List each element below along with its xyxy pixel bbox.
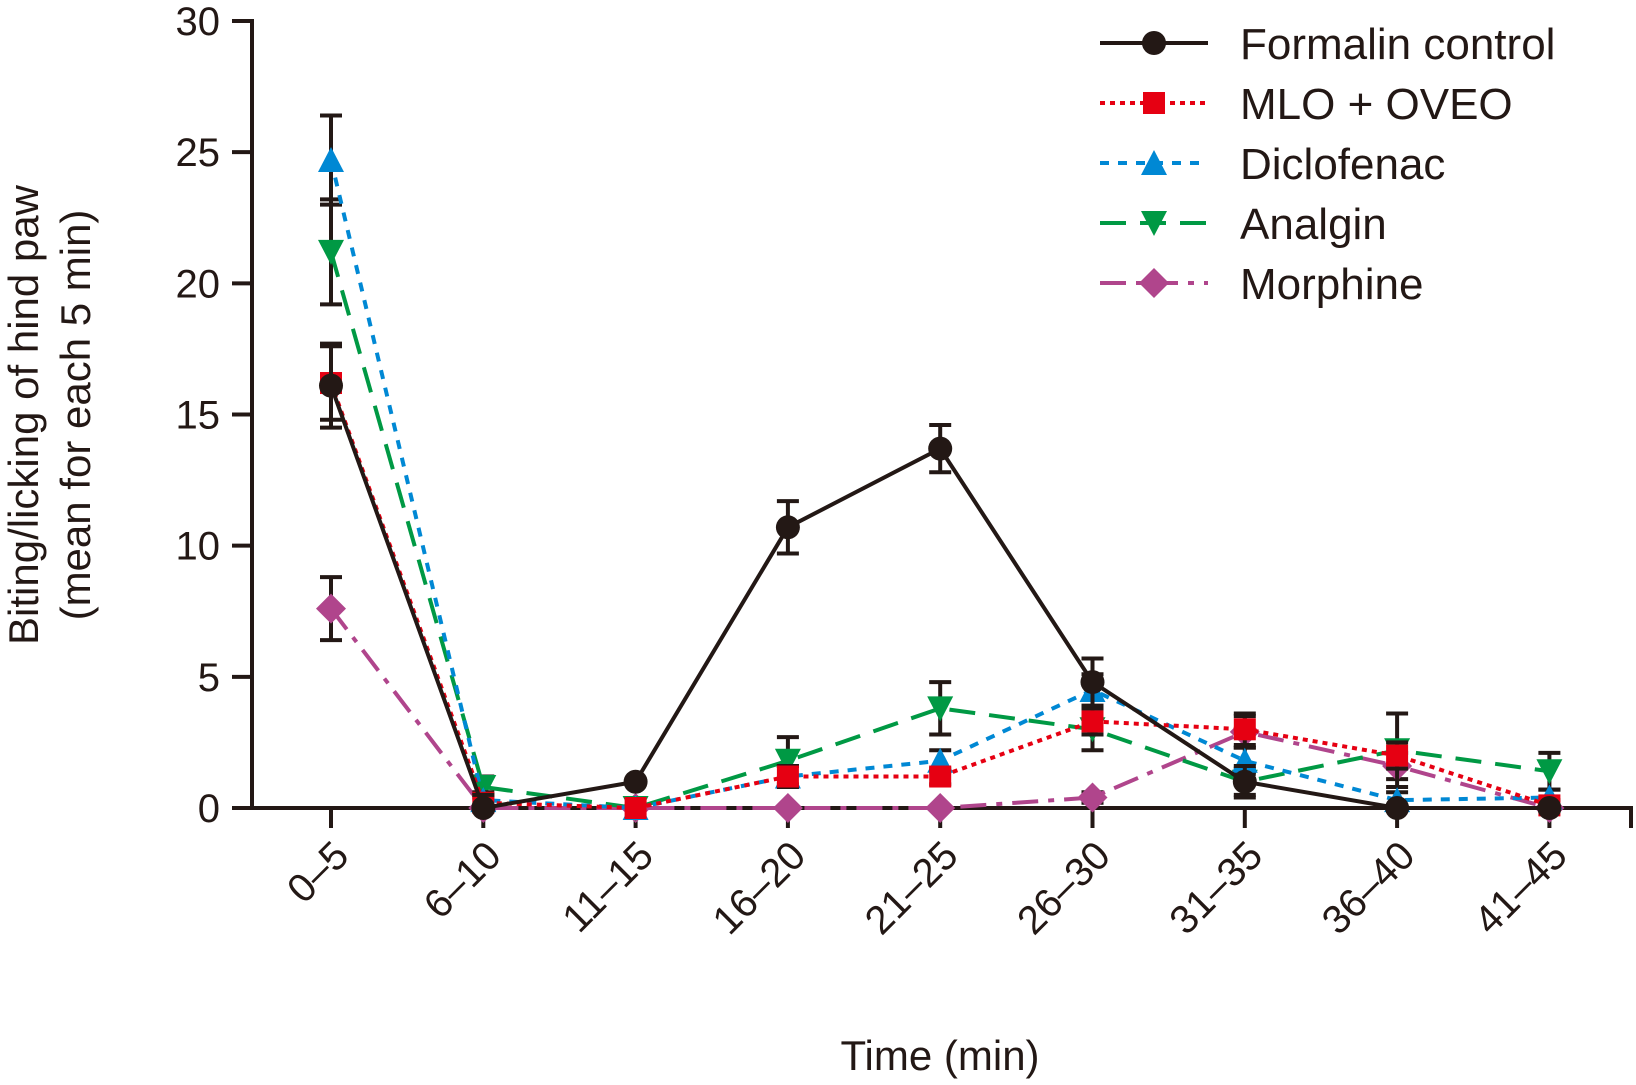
legend-label: Diclofenac <box>1240 140 1445 189</box>
data-point <box>624 797 647 819</box>
x-tick-label: 31–35 <box>1161 833 1271 943</box>
data-point <box>1081 710 1104 733</box>
data-point <box>1232 769 1257 794</box>
y-tick-label: 10 <box>176 525 221 569</box>
y-axis-title-line-1: Biting/licking of hind paw <box>0 184 47 645</box>
legend-label: Formalin control <box>1240 20 1555 69</box>
data-point <box>318 147 344 173</box>
x-tick-label: 0–5 <box>279 833 357 911</box>
legend-item: Formalin control <box>1100 20 1555 69</box>
legend-item: Morphine <box>1100 260 1423 309</box>
x-tick-label: 41–45 <box>1466 833 1576 943</box>
legend-marker-triangle-up-icon <box>1141 150 1167 175</box>
y-tick-label: 20 <box>176 262 221 306</box>
legend-marker-square-icon <box>1143 92 1165 114</box>
data-point <box>776 765 799 788</box>
data-point <box>1385 796 1410 820</box>
x-axis-title: Time (min) <box>840 1032 1039 1079</box>
y-tick-label: 30 <box>176 0 221 44</box>
y-axis-title-line-2: (mean for each 5 min) <box>52 210 99 621</box>
series-layer <box>316 113 1565 823</box>
x-tick-label: 36–40 <box>1314 833 1424 943</box>
x-tick-label: 16–20 <box>704 833 814 943</box>
data-point <box>1080 670 1105 695</box>
legend-item: Analgin <box>1100 200 1387 249</box>
data-point <box>319 373 343 398</box>
y-axis-ticks: 0 5 10 15 20 25 30 <box>176 0 252 831</box>
legend-marker-diamond-icon <box>1139 268 1169 298</box>
data-point <box>316 593 346 624</box>
legend-item: MLO + OVEO <box>1100 80 1513 129</box>
data-point <box>1537 796 1562 820</box>
y-tick-label: 15 <box>176 394 221 438</box>
series-line <box>329 382 1551 811</box>
legend-label: MLO + OVEO <box>1240 80 1513 129</box>
legend-label: Analgin <box>1240 200 1387 249</box>
y-tick-label: 25 <box>176 131 221 175</box>
legend: Formalin control MLO + OVEO Diclofenac Anal… <box>1100 20 1555 309</box>
series-line <box>329 251 1550 811</box>
x-tick-label: 21–25 <box>857 833 967 943</box>
data-point <box>927 696 954 722</box>
data-point <box>471 796 496 820</box>
series-formalin-control <box>319 341 1562 820</box>
y-tick-label: 5 <box>198 656 220 700</box>
y-axis-title: Biting/licking of hind paw (mean for eac… <box>0 184 99 645</box>
legend-item: Diclofenac <box>1100 140 1445 189</box>
legend-marker-triangle-down-icon <box>1141 211 1167 236</box>
legend-label: Morphine <box>1240 260 1423 309</box>
x-tick-label: 6–10 <box>416 833 510 927</box>
legend-marker-circle-icon <box>1142 31 1166 55</box>
data-point <box>1077 782 1108 813</box>
data-point <box>1536 759 1563 785</box>
x-axis-ticks: 0–5 6–10 11–15 16–20 21–25 26–30 31–35 36–40 41–… <box>279 808 1576 943</box>
data-point <box>1386 744 1409 767</box>
x-tick-label: 26–30 <box>1009 833 1119 943</box>
data-point <box>774 748 801 774</box>
data-point <box>929 765 952 788</box>
data-point <box>775 515 800 540</box>
data-point <box>772 793 803 823</box>
x-tick-label: 11–15 <box>554 833 662 941</box>
data-point <box>925 793 956 823</box>
data-point <box>318 239 344 265</box>
series-line <box>329 607 1550 810</box>
data-point <box>1233 718 1256 741</box>
y-tick-label: 0 <box>198 787 220 831</box>
data-point <box>623 769 648 794</box>
data-point <box>928 436 953 461</box>
